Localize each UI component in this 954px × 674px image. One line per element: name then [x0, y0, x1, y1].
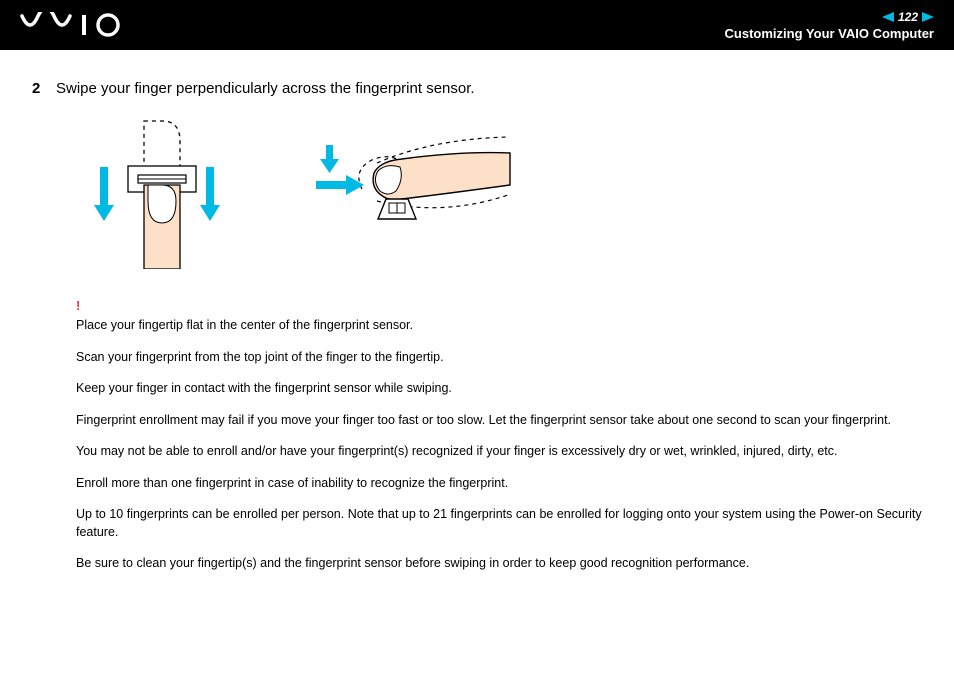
page-header: 122 Customizing Your VAIO Computer — [0, 0, 954, 50]
instruction-step: 2 Swipe your finger perpendicularly acro… — [32, 80, 932, 97]
header-right: 122 Customizing Your VAIO Computer — [725, 10, 934, 41]
page-nav: 122 — [725, 10, 934, 24]
note-item: Be sure to clean your fingertip(s) and t… — [76, 555, 932, 573]
step-text: Swipe your finger perpendicularly across… — [56, 80, 475, 97]
page-number: 122 — [898, 10, 918, 24]
note-item: Fingerprint enrollment may fail if you m… — [76, 412, 932, 430]
step-number: 2 — [32, 80, 42, 97]
note-item: Up to 10 fingerprints can be enrolled pe… — [76, 506, 932, 541]
nav-prev-icon[interactable] — [882, 12, 894, 22]
warning-icon: ! — [76, 297, 80, 315]
note-item: Scan your fingerprint from the top joint… — [76, 349, 932, 367]
notes-block: ! Place your fingertip flat in the cente… — [76, 297, 932, 573]
warning-row: ! — [76, 297, 932, 315]
note-item: Place your fingertip flat in the center … — [76, 317, 932, 335]
note-item: You may not be able to enroll and/or hav… — [76, 443, 932, 461]
diagram-swipe-side — [292, 119, 512, 239]
note-item: Keep your finger in contact with the fin… — [76, 380, 932, 398]
vaio-logo — [20, 12, 130, 38]
page-content: 2 Swipe your finger perpendicularly acro… — [0, 50, 954, 573]
nav-next-icon[interactable] — [922, 12, 934, 22]
note-item: Enroll more than one fingerprint in case… — [76, 475, 932, 493]
section-title: Customizing Your VAIO Computer — [725, 26, 934, 41]
figure-area — [82, 119, 932, 269]
diagram-swipe-top — [82, 119, 232, 269]
